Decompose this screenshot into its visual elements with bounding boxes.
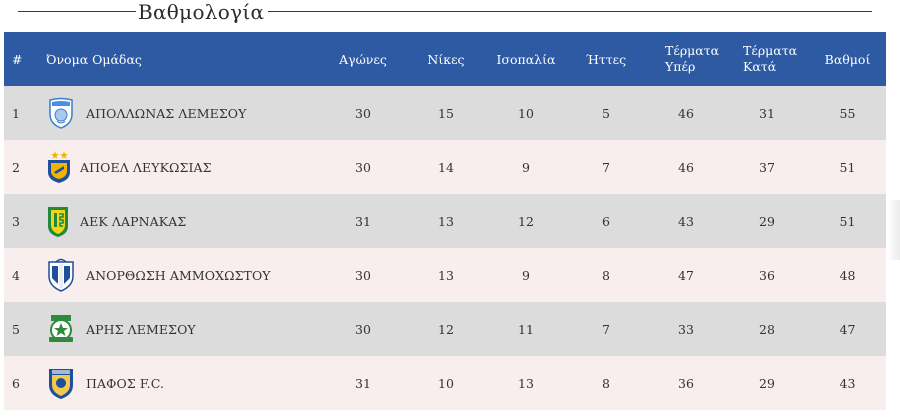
row-team[interactable]: ΑΠΟΕΛ ΛΕΥΚΩΣΙΑΣ	[38, 150, 321, 184]
standings-table: # Όνομα Ομάδας Αγώνες Νίκες Ισοπαλία Ήττ…	[4, 32, 886, 410]
row-points: 51	[839, 159, 856, 175]
row-goals-for: 43	[678, 213, 694, 229]
team-name: ΠΑΦΟΣ F.C.	[86, 375, 165, 391]
row-draws: 9	[522, 159, 530, 175]
row-pos: 4	[12, 267, 20, 283]
table-row: 1 ΑΠΟΛΛΩΝΑΣ ΛΕΜΕΣΟΥ 30 15 10 5 46 31 55	[4, 86, 886, 140]
team-name: ΑΕΚ ΛΑΡΝΑΚΑΣ	[80, 213, 187, 229]
header-points: Βαθμοί	[824, 51, 871, 67]
table-row: 2 ΑΠΟΕΛ ΛΕΥΚΩΣΙΑΣ 30 14 9 7 46 37 51	[4, 140, 886, 194]
row-team[interactable]: ΑΕΚ ΛΑΡΝΑΚΑΣ	[38, 204, 321, 238]
row-goals-for: 46	[678, 105, 694, 121]
table-row: 3 ΑΕΚ ΛΑΡΝΑΚΑΣ 31 13 12 6 43 29 51	[4, 194, 886, 248]
header-pos: #	[12, 51, 23, 67]
row-points: 48	[839, 267, 856, 283]
row-wins: 14	[438, 159, 454, 175]
header-goals-for-line1: Τέρματα	[665, 43, 720, 58]
row-team[interactable]: ΑΡΗΣ ΛΕΜΕΣΟΥ	[38, 312, 321, 346]
team-name: ΑΝΟΡΘΩΣΗ ΑΜΜΟΧΩΣΤΟΥ	[86, 267, 271, 283]
row-team[interactable]: ΑΝΟΡΘΩΣΗ ΑΜΜΟΧΩΣΤΟΥ	[38, 258, 321, 292]
row-losses: 5	[602, 105, 610, 121]
row-team[interactable]: ΑΠΟΛΛΩΝΑΣ ΛΕΜΕΣΟΥ	[38, 96, 321, 130]
header-goals-against: Τέρματα Κατά	[725, 43, 809, 75]
row-pos: 5	[12, 321, 20, 337]
row-points: 51	[839, 213, 856, 229]
team-name: ΑΠΟΕΛ ΛΕΥΚΩΣΙΑΣ	[80, 159, 212, 175]
row-losses: 8	[602, 375, 610, 391]
row-team[interactable]: ΠΑΦΟΣ F.C.	[38, 366, 321, 400]
header-played: Αγώνες	[339, 51, 387, 67]
row-goals-for: 33	[678, 321, 694, 337]
row-draws: 13	[518, 375, 534, 391]
team-name: ΑΡΗΣ ΛΕΜΕΣΟΥ	[86, 321, 196, 337]
table-row: 5 ΑΡΗΣ ΛΕΜΕΣΟΥ 30 12 11 7 33 28 47	[4, 302, 886, 356]
apollon-logo-icon	[46, 96, 76, 130]
row-wins: 15	[438, 105, 454, 121]
row-goals-against: 36	[759, 267, 775, 283]
table-row: 4 ΑΝΟΡΘΩΣΗ ΑΜΜΟΧΩΣΤΟΥ 30 13 9 8 47 36 48	[4, 248, 886, 302]
table-row: 6 ΠΑΦΟΣ F.C. 31 10 13 8 36 29 43	[4, 356, 886, 410]
header-goals-for: Τέρματα Υπέρ	[647, 43, 725, 75]
section-title-bar: Βαθμολογία	[0, 0, 900, 30]
row-draws: 10	[518, 105, 534, 121]
row-wins: 12	[438, 321, 454, 337]
row-played: 31	[355, 213, 371, 229]
row-losses: 8	[602, 267, 610, 283]
header-losses: Ήττες	[585, 51, 627, 67]
header-goals-against-line1: Τέρματα	[743, 43, 798, 58]
edge-shadow	[888, 200, 900, 260]
row-goals-against: 29	[759, 213, 775, 229]
header-goals-against-line2: Κατά	[743, 59, 777, 74]
aek-logo-icon	[46, 204, 70, 238]
header-goals-for-line2: Υπέρ	[665, 59, 696, 74]
title-divider-left	[18, 11, 136, 12]
row-goals-against: 28	[759, 321, 775, 337]
row-goals-for: 47	[678, 267, 694, 283]
page-title: Βαθμολογία	[138, 0, 265, 24]
row-draws: 9	[522, 267, 530, 283]
row-goals-against: 31	[759, 105, 775, 121]
row-played: 30	[355, 321, 371, 337]
pafos-logo-icon	[46, 366, 76, 400]
anorthosis-logo-icon	[46, 258, 76, 292]
aris-logo-icon	[46, 312, 76, 346]
row-losses: 6	[602, 213, 610, 229]
row-wins: 13	[438, 267, 454, 283]
row-pos: 2	[12, 159, 20, 175]
row-points: 55	[839, 105, 856, 121]
table-header: # Όνομα Ομάδας Αγώνες Νίκες Ισοπαλία Ήττ…	[4, 32, 886, 86]
row-goals-against: 37	[759, 159, 775, 175]
row-pos: 3	[12, 213, 20, 229]
row-points: 47	[839, 321, 856, 337]
row-pos: 1	[12, 105, 20, 121]
row-wins: 13	[438, 213, 454, 229]
header-team: Όνομα Ομάδας	[46, 51, 142, 67]
row-goals-for: 36	[678, 375, 694, 391]
row-points: 43	[839, 375, 856, 391]
row-played: 30	[355, 159, 371, 175]
row-played: 31	[355, 375, 371, 391]
row-pos: 6	[12, 375, 20, 391]
row-losses: 7	[602, 159, 610, 175]
header-draws: Ισοπαλία	[496, 51, 556, 67]
row-draws: 11	[518, 321, 534, 337]
row-draws: 12	[518, 213, 534, 229]
row-played: 30	[355, 267, 371, 283]
row-wins: 10	[438, 375, 454, 391]
title-divider-right	[268, 11, 872, 12]
row-losses: 7	[602, 321, 610, 337]
row-played: 30	[355, 105, 371, 121]
header-wins: Νίκες	[427, 51, 465, 67]
team-name: ΑΠΟΛΛΩΝΑΣ ΛΕΜΕΣΟΥ	[86, 105, 247, 121]
row-goals-for: 46	[678, 159, 694, 175]
apoel-logo-icon	[46, 150, 72, 184]
row-goals-against: 29	[759, 375, 775, 391]
